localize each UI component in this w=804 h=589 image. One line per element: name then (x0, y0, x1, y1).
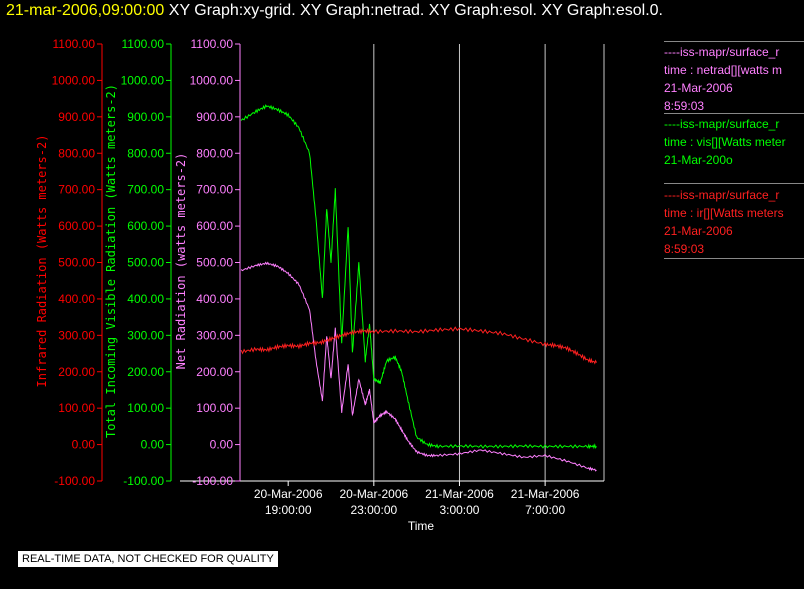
legend-divider (664, 41, 804, 42)
y-tick-label: 1000.00 (52, 73, 96, 87)
y-tick-label: 800.00 (58, 146, 95, 160)
x-tick-label-date: 21-Mar-2006 (425, 487, 494, 501)
data-series (240, 104, 597, 472)
x-tick-label-time: 7:00:00 (525, 503, 565, 517)
axes (97, 43, 604, 486)
legend-source: ----iss-mapr/surface_r (664, 188, 780, 202)
legend-date: 21-Mar-2006 (664, 224, 733, 238)
x-tick-label-date: 20-Mar-2006 (254, 487, 323, 501)
y-tick-label: -100.00 (192, 474, 233, 488)
y-axis-label-visible: Total Incoming Visible Radiation (Watts … (104, 84, 118, 438)
legend-source: ----iss-mapr/surface_r (664, 45, 780, 59)
y-tick-label: 500.00 (127, 256, 164, 270)
y-tick-label: 600.00 (196, 219, 233, 233)
y-tick-label: 300.00 (127, 328, 164, 342)
y-tick-label: 900.00 (196, 110, 233, 124)
legend-divider (664, 183, 804, 184)
y-tick-label: 100.00 (127, 401, 164, 415)
legend-variable: time : vis[][Watts meter (664, 135, 786, 149)
x-tick-label-date: 20-Mar-2006 (339, 487, 408, 501)
y-axis-label-net: Net Radiation (watts meters-2) (174, 153, 188, 370)
y-tick-label: 1000.00 (121, 73, 165, 87)
y-tick-label: 1100.00 (191, 37, 234, 51)
quality-disclaimer: REAL-TIME DATA, NOT CHECKED FOR QUALITY (18, 551, 278, 567)
y-tick-label: 400.00 (58, 292, 95, 306)
legend-source: ----iss-mapr/surface_r (664, 117, 780, 131)
y-tick-label: 300.00 (196, 328, 233, 342)
y-tick-label: 0.00 (141, 438, 165, 452)
legend-entry-ir: ----iss-mapr/surface_r time : ir[][Watts… (664, 186, 784, 258)
x-tick-label-time: 3:00:00 (439, 503, 479, 517)
grid-lines (373, 44, 605, 481)
y-tick-label: 400.00 (196, 292, 233, 306)
y-tick-label: 100.00 (196, 401, 233, 415)
y-tick-label: 900.00 (58, 110, 95, 124)
legend-entry-netrad: ----iss-mapr/surface_r time : netrad[][w… (664, 43, 782, 115)
series-line-netrad (240, 261, 597, 472)
x-axis-label: Time (408, 519, 435, 533)
x-tick-label-date: 21-Mar-2006 (511, 487, 580, 501)
y-tick-label: 200.00 (58, 365, 95, 379)
series-line-ir (240, 326, 597, 365)
x-tick-label-time: 23:00:00 (350, 503, 397, 517)
x-tick-label-time: 19:00:00 (265, 503, 312, 517)
y-tick-label: 700.00 (127, 183, 164, 197)
legend-variable: time : ir[][Watts meters (664, 206, 784, 220)
y-tick-label: 200.00 (127, 365, 164, 379)
y-tick-label: 1100.00 (122, 37, 165, 51)
y-axis-label-infrared: Infrared Radiation (Watts meters-2) (35, 135, 49, 388)
y-tick-label: 600.00 (58, 219, 95, 233)
y-tick-label: 900.00 (127, 110, 164, 124)
legend-divider (664, 113, 804, 114)
legend-time: 8:59:03 (664, 99, 705, 113)
header-date: 21-mar-2006,09:00:00 (6, 2, 165, 19)
legend-time: 8:59:03 (664, 242, 705, 256)
legend-variable: time : netrad[][watts m (664, 63, 783, 77)
y-tick-label: 0.00 (72, 438, 96, 452)
tick-labels: 20-Mar-2006 19:00:00 20-Mar-2006 23:00:00 21… (52, 37, 580, 517)
y-tick-label: 0.00 (210, 438, 234, 452)
legend-entry-vis: ----iss-mapr/surface_r time : vis[][Watt… (664, 115, 786, 169)
y-tick-label: -100.00 (54, 474, 95, 488)
series-line-vis (240, 104, 597, 450)
legend-divider (664, 258, 804, 259)
y-tick-label: 1100.00 (53, 37, 96, 51)
y-tick-label: 600.00 (127, 219, 164, 233)
legend-date: 21-Mar-2006 (664, 81, 733, 95)
y-tick-label: 800.00 (196, 146, 233, 160)
y-tick-label: 200.00 (196, 365, 233, 379)
y-tick-label: 800.00 (127, 146, 164, 160)
chart-header: 21-mar-2006,09:00:00 XY Graph:xy-grid. X… (6, 2, 663, 20)
y-tick-label: 300.00 (58, 328, 95, 342)
header-graph-list: XY Graph:xy-grid. XY Graph:netrad. XY Gr… (168, 2, 663, 19)
y-tick-label: 700.00 (58, 183, 95, 197)
legend-date: 21-Mar-200o (664, 153, 733, 167)
y-tick-label: -100.00 (123, 474, 164, 488)
y-tick-label: 100.00 (58, 401, 95, 415)
y-tick-label: 500.00 (58, 256, 95, 270)
y-tick-label: 700.00 (196, 183, 233, 197)
y-tick-label: 1000.00 (190, 73, 234, 87)
y-tick-label: 500.00 (196, 256, 233, 270)
y-tick-label: 400.00 (127, 292, 164, 306)
